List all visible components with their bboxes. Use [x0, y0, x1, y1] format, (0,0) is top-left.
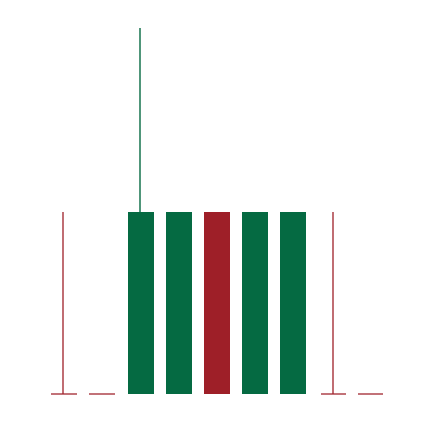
right-bracket [321, 212, 383, 395]
green-bar-2 [166, 212, 192, 394]
left-bracket [51, 212, 115, 395]
red-bar-3 [204, 212, 230, 394]
green-bar-4 [242, 212, 268, 394]
green-bar-1 [128, 212, 154, 394]
green-bar-5 [280, 212, 306, 394]
bar-group [128, 212, 306, 394]
